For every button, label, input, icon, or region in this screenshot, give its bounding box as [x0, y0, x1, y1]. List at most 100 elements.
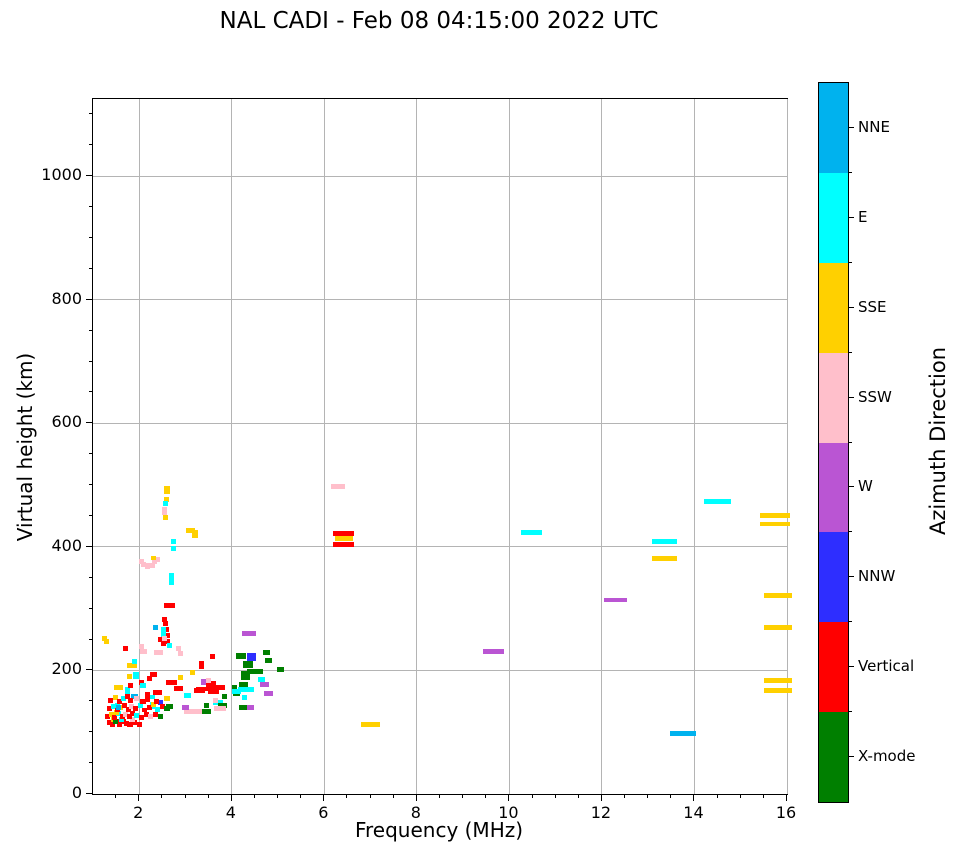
colorbar-center-tick [849, 216, 854, 218]
y-minor-tick [89, 144, 92, 146]
scatter-point [132, 719, 138, 725]
scatter-point [482, 649, 504, 655]
scatter-point [120, 696, 127, 702]
scatter-point [121, 702, 127, 708]
scatter-point [241, 671, 251, 680]
y-tick-label: 600 [51, 412, 82, 432]
scatter-point [258, 677, 266, 683]
scatter-point [165, 638, 171, 644]
x-minor-tick [115, 795, 117, 798]
y-major-tick [86, 545, 92, 547]
colorbar-tick-label: W [858, 477, 873, 496]
y-tick-label: 200 [51, 659, 82, 679]
x-major-tick [600, 795, 602, 801]
colorbar-tick-label: E [858, 207, 868, 226]
x-minor-tick [647, 795, 649, 798]
scatter-point [264, 690, 274, 696]
scatter-point [151, 558, 158, 564]
scatter-point [164, 485, 170, 495]
x-axis-label: Frequency (MHz) [354, 818, 524, 842]
scatter-point [263, 650, 270, 655]
scatter-point [115, 705, 121, 710]
scatter-point [143, 712, 149, 718]
scatter-point [108, 712, 115, 718]
scatter-point [102, 635, 108, 641]
x-tick-label: 8 [410, 803, 421, 822]
scatter-point [122, 711, 128, 717]
scatter-point [113, 685, 124, 691]
colorbar-segment-e [819, 172, 848, 263]
y-minor-tick [89, 576, 92, 578]
colorbar-tick-label: Vertical [858, 657, 915, 676]
scatter-point [182, 705, 189, 710]
colorbar-title: Azimuth Direction [926, 346, 950, 536]
y-minor-tick [89, 700, 92, 702]
scatter-point [164, 696, 170, 702]
scatter-point [201, 708, 211, 714]
colorbar-segment-vertical [819, 622, 848, 713]
scatter-point [129, 704, 135, 710]
scatter-point [185, 527, 195, 533]
scatter-point [521, 530, 542, 536]
scatter-point [361, 721, 380, 727]
scatter-point [140, 648, 148, 654]
x-minor-tick [739, 795, 741, 798]
x-minor-tick [531, 795, 533, 798]
x-tick-label: 4 [225, 803, 236, 822]
colorbar-segment-x-mode [819, 712, 848, 802]
colorbar-boundary-tick [849, 261, 852, 263]
y-gridline [93, 669, 787, 671]
y-minor-tick [89, 329, 92, 331]
y-minor-tick [89, 484, 92, 486]
scatter-point [196, 686, 211, 692]
colorbar-tick-label: SSE [858, 297, 887, 316]
scatter-point [237, 687, 254, 693]
x-minor-tick [369, 795, 371, 798]
scatter-point [163, 496, 169, 502]
x-major-tick [693, 795, 695, 801]
scatter-point [213, 698, 219, 704]
scatter-point [164, 706, 170, 712]
scatter-point [145, 692, 151, 697]
scatter-point [140, 682, 146, 688]
y-major-tick [86, 669, 92, 671]
scatter-point [125, 686, 131, 694]
scatter-point [161, 627, 167, 638]
x-minor-tick [346, 795, 348, 798]
scatter-point [117, 721, 123, 727]
y-minor-tick [89, 731, 92, 733]
scatter-point [170, 539, 177, 545]
scatter-point [122, 646, 128, 652]
x-gridline [508, 99, 510, 794]
scatter-point [164, 632, 170, 638]
scatter-point [119, 716, 125, 722]
scatter-point [124, 693, 130, 699]
colorbar-center-tick [849, 306, 854, 308]
y-tick-label: 0 [71, 783, 82, 802]
x-minor-tick [439, 795, 440, 798]
colorbar-tick-label: SSW [858, 387, 892, 406]
y-tick-label: 800 [51, 288, 82, 308]
scatter-point [333, 531, 355, 537]
colorbar-center-tick [849, 756, 854, 758]
scatter-point [128, 698, 134, 704]
scatter-point [703, 498, 732, 504]
scatter-point [110, 703, 116, 709]
x-tick-label: 16 [775, 803, 797, 822]
scatter-point [763, 625, 792, 631]
scatter-point [137, 703, 143, 709]
scatter-point [159, 703, 165, 709]
x-gridline [231, 99, 233, 794]
scatter-point [141, 561, 147, 567]
x-minor-tick [161, 795, 163, 798]
scatter-point [331, 483, 346, 489]
chart-title: NAL CADI - Feb 08 04:15:00 2022 UTC [219, 8, 659, 34]
scatter-point [760, 521, 791, 527]
scatter-point [333, 541, 355, 547]
scatter-point [109, 722, 115, 728]
plot-area [92, 98, 792, 795]
scatter-point [165, 680, 178, 686]
scatter-point [242, 630, 257, 636]
scatter-point [134, 695, 140, 701]
scatter-point [231, 685, 237, 691]
